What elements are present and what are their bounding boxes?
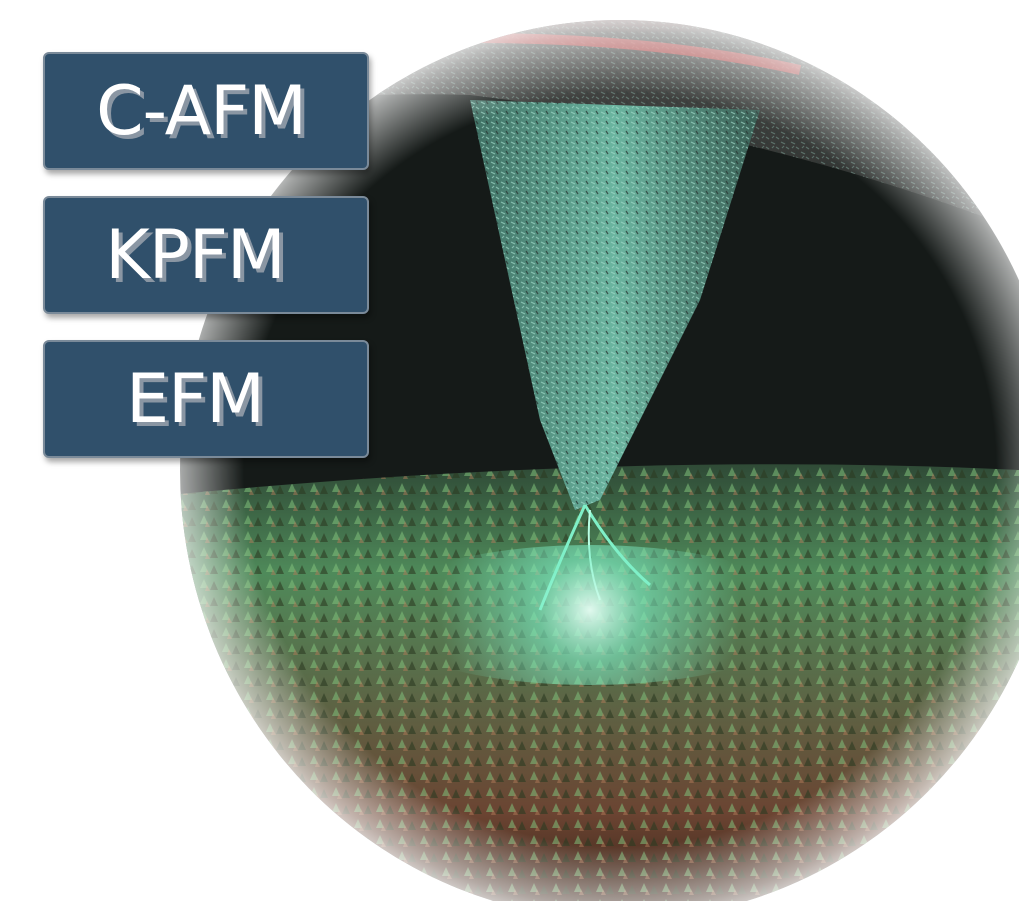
- kpfm-button[interactable]: KPFM: [43, 196, 369, 314]
- c-afm-button-label: C-AFM: [96, 71, 307, 151]
- efm-button[interactable]: EFM: [43, 340, 369, 458]
- efm-button-label: EFM: [126, 359, 265, 439]
- kpfm-button-label: KPFM: [105, 215, 285, 295]
- c-afm-button[interactable]: C-AFM: [43, 52, 369, 170]
